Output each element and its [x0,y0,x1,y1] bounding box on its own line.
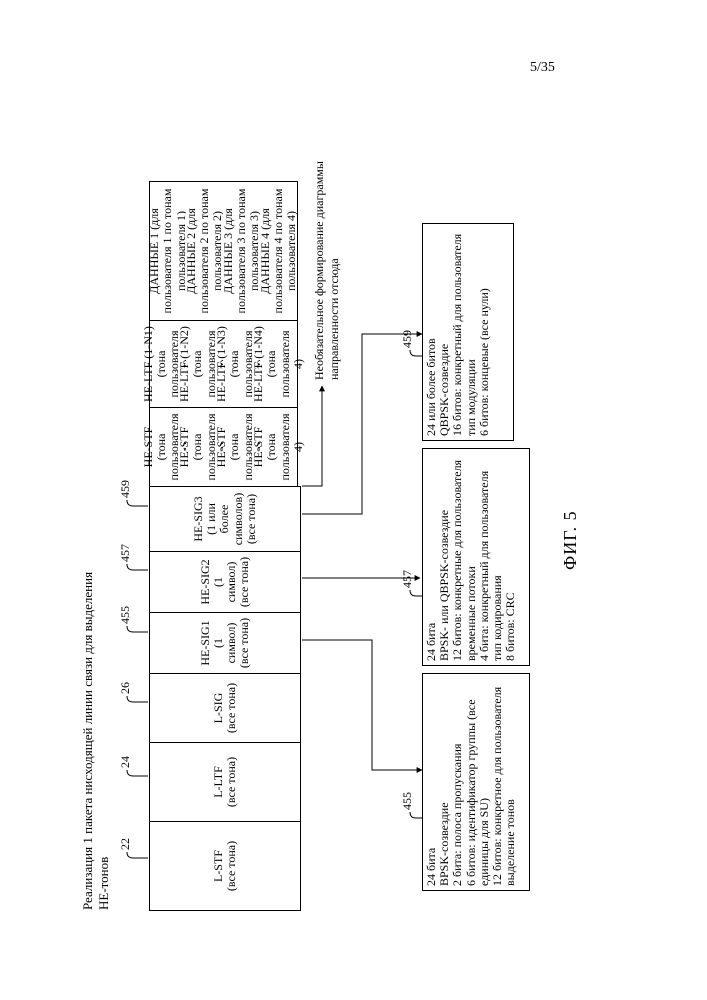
diagram-title-line1: Реализация 1 пакета нисходящей линии свя… [80,572,96,910]
figure-canvas: Реализация 1 пакета нисходящей линии свя… [80,120,640,910]
label-457-bottom: 457 [400,570,415,588]
box-459: 24 или более битов QBPSK-созвездие 16 би… [422,223,514,441]
label-24: 24 [118,756,133,768]
col-heltf: HE-LTF (1-N1) (тона пользователя 1) HE-L… [150,320,301,407]
diagram-title-line2: HE-тонов [96,857,112,910]
cell-lltf: L-LTF (все тона) [149,742,301,822]
cell-hesig3: HE-SIG3 (1 или более символов) (все тона… [149,486,301,552]
beamforming-note: Необязательное формирование диаграммы на… [312,150,342,380]
box-455: 24 бита BPSK-созвездие 2 бита: полоса пр… [422,673,530,891]
label-457-top: 457 [118,544,133,562]
page: 5/35 Реализация 1 пакета нисходящей лини… [0,0,707,1000]
cell-hesig1: HE-SIG1 (1 символ) (все тона) [149,612,301,674]
cell-data-2: ДАННЫЕ 2 (для пользователя 2 по тонам по… [186,181,224,321]
box-457: 24 бита BPSK- или QBPSK-созвездие 12 бит… [422,448,530,666]
cell-lsig: L-SIG (все тона) [149,673,301,743]
cell-hesig2: HE-SIG2 (1 символ) (все тона) [149,551,301,613]
cell-heltf-4: HE-LTF (1-N4) (тона пользователя 4) [260,320,298,408]
cell-lstf: L-STF (все тона) [149,821,301,911]
label-22: 22 [118,838,133,850]
cell-data-4: ДАННЫЕ 4 (для пользователя 4 по тонам по… [260,181,298,321]
col-hestf: HE-STF (тона пользователя 1) HE-STF (тон… [150,407,301,486]
cell-data-1: ДАННЫЕ 1 (для пользователя 1 по тонам по… [149,181,187,321]
label-459-top: 459 [118,480,133,498]
cell-data-3: ДАННЫЕ 3 (для пользователя 3 по тонам по… [223,181,261,321]
label-455-top: 455 [118,606,133,624]
page-number: 5/35 [530,60,555,76]
packet-table: L-STF (все тона) L-LTF (все тона) L-SIG … [150,181,301,910]
label-26: 26 [118,682,133,694]
label-455-bottom: 455 [400,792,415,810]
cell-hestf-4: HE-STF (тона пользователя 4) [260,407,298,487]
label-459-bottom: 459 [400,330,415,348]
figure-label: ФИГ. 5 [560,510,581,570]
col-data: ДАННЫЕ 1 (для пользователя 1 по тонам по… [150,181,301,320]
